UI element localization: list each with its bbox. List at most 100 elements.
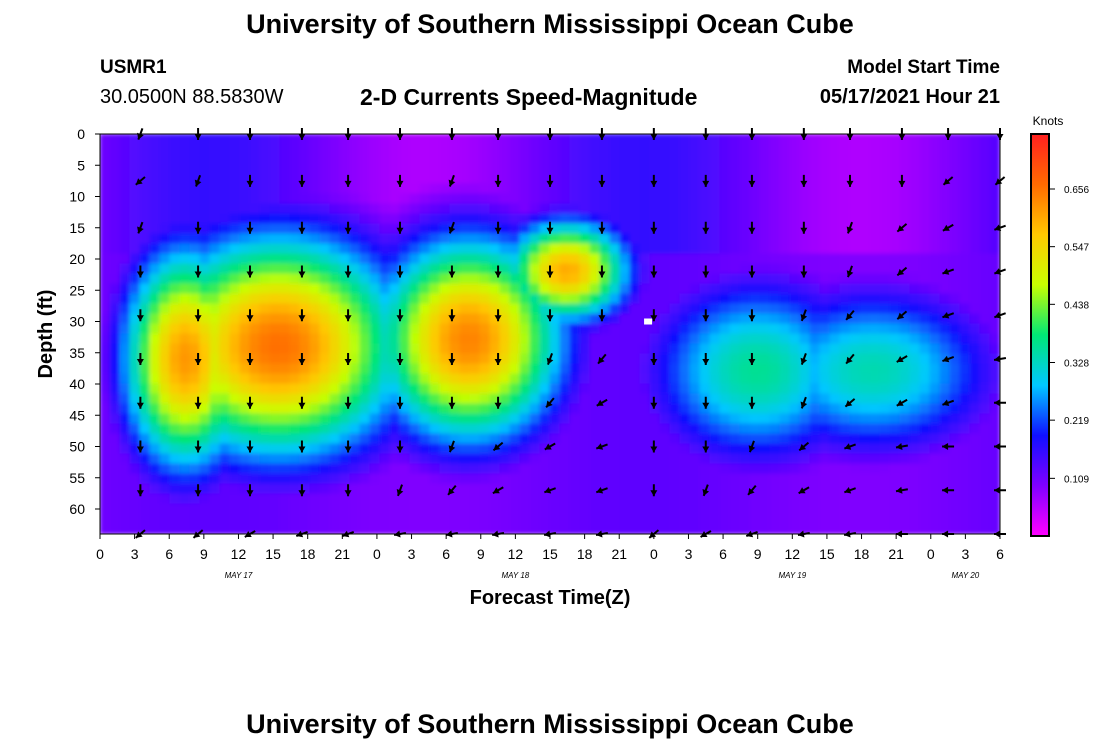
heatmap-cell	[869, 203, 881, 215]
heatmap-cell	[829, 303, 841, 315]
heatmap-cell	[339, 513, 351, 525]
heatmap-cell	[109, 153, 121, 165]
heatmap-cell	[879, 453, 891, 465]
heatmap-cell	[139, 523, 151, 534]
heatmap-cell	[389, 183, 401, 195]
heatmap-cell	[429, 143, 441, 155]
heatmap-cell	[849, 523, 861, 534]
y-tick-label: 45	[69, 407, 85, 423]
heatmap-cell	[979, 453, 991, 465]
heatmap-cell	[709, 253, 721, 265]
heatmap-cell	[909, 383, 921, 395]
heatmap-cell	[299, 293, 311, 305]
heatmap-cell	[859, 333, 871, 345]
current-vector	[246, 353, 254, 365]
heatmap-cell	[569, 353, 581, 365]
heatmap-cell	[899, 203, 911, 215]
heatmap-cell	[199, 363, 211, 375]
heatmap-cell	[609, 313, 621, 325]
heatmap-cell	[729, 403, 741, 415]
heatmap-cell	[139, 363, 151, 375]
heatmap-cell	[179, 153, 191, 165]
heatmap-cell	[379, 363, 391, 375]
heatmap-cell	[100, 173, 111, 185]
heatmap-cell	[449, 403, 461, 415]
current-vector	[344, 174, 352, 187]
heatmap-cell	[459, 473, 471, 485]
heatmap-cell	[489, 413, 501, 425]
heatmap-cell	[329, 373, 341, 385]
heatmap-cell	[769, 413, 781, 425]
heatmap-cell	[559, 203, 571, 215]
heatmap-cell	[189, 263, 201, 275]
heatmap-cell	[659, 433, 671, 445]
heatmap-cell	[439, 303, 451, 315]
heatmap-cell	[859, 163, 871, 175]
heatmap-cell	[969, 483, 981, 495]
heatmap-cell	[629, 163, 641, 175]
heatmap-cell	[709, 143, 721, 155]
heatmap-cell	[479, 313, 491, 325]
y-tick-label: 30	[69, 314, 85, 330]
heatmap-cell	[579, 503, 591, 515]
heatmap-cell	[959, 493, 971, 505]
heatmap-cell	[419, 363, 431, 375]
current-vector	[702, 174, 710, 187]
heatmap-cell	[319, 453, 331, 465]
heatmap-cell	[899, 413, 911, 425]
heatmap-cell	[549, 253, 561, 265]
heatmap-cell	[449, 293, 461, 305]
heatmap-cell	[379, 263, 391, 275]
heatmap-cell	[379, 393, 391, 405]
heatmap-cell	[959, 243, 971, 255]
heatmap-cell	[549, 273, 561, 285]
current-vector	[546, 221, 554, 234]
heatmap-cell	[889, 523, 901, 534]
heatmap-cell	[619, 433, 631, 445]
heatmap-cell	[169, 163, 181, 175]
heatmap-cell	[179, 193, 191, 205]
heatmap-cell	[989, 463, 1000, 475]
heatmap-cell	[709, 223, 721, 235]
heatmap-cell	[129, 253, 141, 265]
heatmap-cell	[139, 323, 151, 335]
heatmap-cell	[589, 263, 601, 275]
heatmap-cell	[919, 223, 931, 235]
heatmap-cell	[569, 273, 581, 285]
heatmap-cell	[689, 483, 701, 495]
heatmap-cell	[779, 193, 791, 205]
heatmap-cell	[519, 483, 531, 495]
heatmap-cell	[569, 263, 581, 275]
heatmap-cell	[769, 253, 781, 265]
heatmap-cell	[319, 523, 331, 534]
heatmap-cell	[299, 173, 311, 185]
heatmap-cell	[709, 134, 721, 145]
heatmap-cell	[869, 143, 881, 155]
heatmap-cell	[169, 413, 181, 425]
heatmap-cell	[669, 523, 681, 534]
heatmap-cell	[989, 203, 1000, 215]
heatmap-cell	[719, 323, 731, 335]
heatmap-cell	[219, 153, 231, 165]
heatmap-cell	[629, 523, 641, 534]
heatmap-cell	[109, 183, 121, 195]
heatmap-cell	[689, 273, 701, 285]
heatmap-cell	[619, 163, 631, 175]
heatmap-cell	[509, 383, 521, 395]
heatmap-cell	[279, 363, 291, 375]
heatmap-cell	[699, 483, 711, 495]
heatmap-cell	[689, 343, 701, 355]
heatmap-cell	[119, 303, 131, 315]
heatmap-cell	[799, 333, 811, 345]
heatmap-cell	[839, 523, 851, 534]
heatmap-cell	[369, 233, 381, 245]
heatmap-cell	[889, 433, 901, 445]
heatmap-cell	[409, 343, 421, 355]
heatmap-cell	[869, 423, 881, 435]
heatmap-cell	[429, 503, 441, 515]
heatmap-cell	[249, 493, 261, 505]
heatmap-cell	[799, 233, 811, 245]
heatmap-cell	[839, 333, 851, 345]
heatmap-cell	[329, 333, 341, 345]
heatmap-cell	[719, 293, 731, 305]
